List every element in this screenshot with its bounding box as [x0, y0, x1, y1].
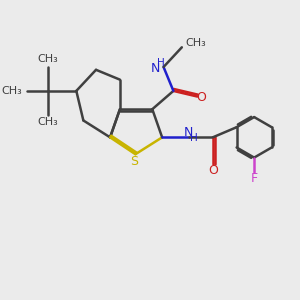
- Text: CH₃: CH₃: [38, 54, 58, 64]
- Text: CH₃: CH₃: [185, 38, 206, 47]
- Text: S: S: [130, 155, 138, 168]
- Text: CH₃: CH₃: [2, 86, 22, 96]
- Text: O: O: [196, 91, 206, 103]
- Text: H: H: [190, 133, 197, 143]
- Text: N: N: [184, 126, 193, 139]
- Text: O: O: [208, 164, 218, 177]
- Text: CH₃: CH₃: [38, 117, 58, 128]
- Text: H: H: [157, 58, 165, 68]
- Text: N: N: [150, 62, 160, 76]
- Text: F: F: [250, 172, 258, 185]
